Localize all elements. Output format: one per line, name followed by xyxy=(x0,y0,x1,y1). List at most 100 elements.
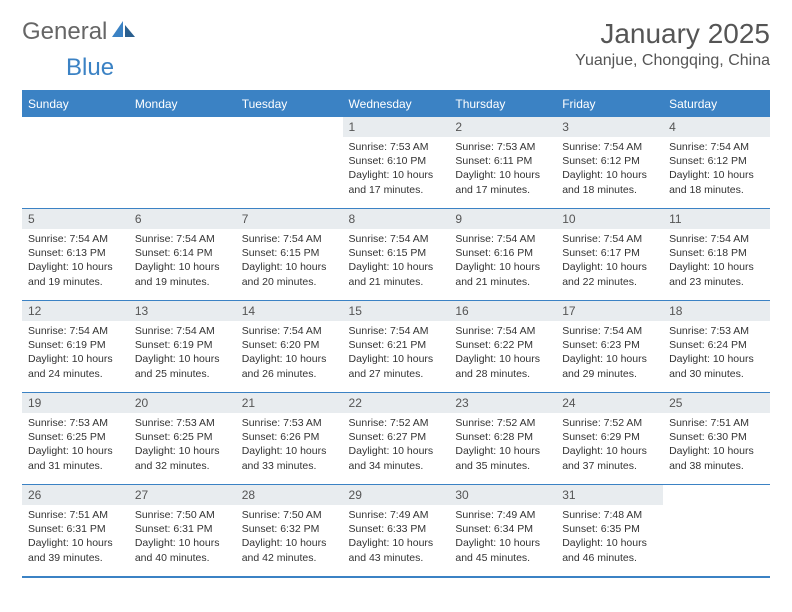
day-details: Sunrise: 7:51 AMSunset: 6:31 PMDaylight:… xyxy=(22,505,129,569)
sunrise-label: Sunrise: xyxy=(349,233,390,245)
calendar-cell: 4Sunrise: 7:54 AMSunset: 6:12 PMDaylight… xyxy=(663,117,770,209)
day-number: 13 xyxy=(129,301,236,321)
sunrise-value: 7:51 AM xyxy=(711,417,750,429)
calendar-cell: 27Sunrise: 7:50 AMSunset: 6:31 PMDayligh… xyxy=(129,485,236,577)
sunset-label: Sunset: xyxy=(669,431,708,443)
sunrise-value: 7:53 AM xyxy=(390,141,429,153)
logo-sail-icon xyxy=(111,19,137,46)
calendar-cell: .. xyxy=(129,117,236,209)
calendar-cell: 18Sunrise: 7:53 AMSunset: 6:24 PMDayligh… xyxy=(663,301,770,393)
day-number: 16 xyxy=(449,301,556,321)
sunset-value: 6:15 PM xyxy=(280,247,319,259)
sunset-label: Sunset: xyxy=(562,339,601,351)
sunset-value: 6:22 PM xyxy=(494,339,533,351)
calendar-cell: 9Sunrise: 7:54 AMSunset: 6:16 PMDaylight… xyxy=(449,209,556,301)
sunrise-value: 7:54 AM xyxy=(283,325,322,337)
sunrise-label: Sunrise: xyxy=(28,233,69,245)
daylight-label: Daylight: xyxy=(562,169,606,181)
calendar-cell: 11Sunrise: 7:54 AMSunset: 6:18 PMDayligh… xyxy=(663,209,770,301)
calendar-row: 12Sunrise: 7:54 AMSunset: 6:19 PMDayligh… xyxy=(22,301,770,393)
day-details: Sunrise: 7:49 AMSunset: 6:34 PMDaylight:… xyxy=(449,505,556,569)
day-number: 2 xyxy=(449,117,556,137)
sunset-label: Sunset: xyxy=(455,523,494,535)
sunrise-label: Sunrise: xyxy=(349,509,390,521)
day-details: Sunrise: 7:54 AMSunset: 6:16 PMDaylight:… xyxy=(449,229,556,293)
day-number: 26 xyxy=(22,485,129,505)
day-number: 21 xyxy=(236,393,343,413)
sunrise-value: 7:54 AM xyxy=(497,233,536,245)
day-number: 18 xyxy=(663,301,770,321)
weekday-wednesday: Wednesday xyxy=(343,91,450,117)
sunrise-label: Sunrise: xyxy=(242,233,283,245)
daylight-label: Daylight: xyxy=(562,353,606,365)
sunset-label: Sunset: xyxy=(562,247,601,259)
calendar-cell: 16Sunrise: 7:54 AMSunset: 6:22 PMDayligh… xyxy=(449,301,556,393)
sunset-value: 6:25 PM xyxy=(67,431,106,443)
sunset-value: 6:19 PM xyxy=(67,339,106,351)
day-number: 15 xyxy=(343,301,450,321)
calendar-cell: .. xyxy=(236,117,343,209)
sunset-label: Sunset: xyxy=(28,247,67,259)
sunrise-label: Sunrise: xyxy=(349,325,390,337)
sunset-value: 6:20 PM xyxy=(280,339,319,351)
calendar-cell: 8Sunrise: 7:54 AMSunset: 6:15 PMDaylight… xyxy=(343,209,450,301)
day-details: Sunrise: 7:54 AMSunset: 6:20 PMDaylight:… xyxy=(236,321,343,385)
daylight-label: Daylight: xyxy=(28,353,72,365)
calendar-cell: 24Sunrise: 7:52 AMSunset: 6:29 PMDayligh… xyxy=(556,393,663,485)
weekday-sunday: Sunday xyxy=(22,91,129,117)
sunset-label: Sunset: xyxy=(135,431,174,443)
day-number: 4 xyxy=(663,117,770,137)
sunset-label: Sunset: xyxy=(669,247,708,259)
calendar-cell: 26Sunrise: 7:51 AMSunset: 6:31 PMDayligh… xyxy=(22,485,129,577)
sunrise-value: 7:54 AM xyxy=(711,233,750,245)
day-number: 19 xyxy=(22,393,129,413)
sunrise-value: 7:54 AM xyxy=(604,233,643,245)
sunset-value: 6:31 PM xyxy=(173,523,212,535)
calendar-cell: 15Sunrise: 7:54 AMSunset: 6:21 PMDayligh… xyxy=(343,301,450,393)
day-details: Sunrise: 7:49 AMSunset: 6:33 PMDaylight:… xyxy=(343,505,450,569)
day-details: Sunrise: 7:54 AMSunset: 6:23 PMDaylight:… xyxy=(556,321,663,385)
calendar-cell: 17Sunrise: 7:54 AMSunset: 6:23 PMDayligh… xyxy=(556,301,663,393)
sunset-label: Sunset: xyxy=(28,431,67,443)
sunset-value: 6:26 PM xyxy=(280,431,319,443)
calendar-cell: 1Sunrise: 7:53 AMSunset: 6:10 PMDaylight… xyxy=(343,117,450,209)
calendar-cell: 7Sunrise: 7:54 AMSunset: 6:15 PMDaylight… xyxy=(236,209,343,301)
calendar-cell: .. xyxy=(663,485,770,577)
sunset-label: Sunset: xyxy=(455,339,494,351)
daylight-label: Daylight: xyxy=(135,261,179,273)
day-number: 23 xyxy=(449,393,556,413)
sunrise-value: 7:53 AM xyxy=(497,141,536,153)
sunset-label: Sunset: xyxy=(562,523,601,535)
sunrise-label: Sunrise: xyxy=(28,417,69,429)
sunset-label: Sunset: xyxy=(28,339,67,351)
sunset-label: Sunset: xyxy=(455,247,494,259)
calendar-cell: 6Sunrise: 7:54 AMSunset: 6:14 PMDaylight… xyxy=(129,209,236,301)
day-details: Sunrise: 7:54 AMSunset: 6:21 PMDaylight:… xyxy=(343,321,450,385)
daylight-label: Daylight: xyxy=(242,445,286,457)
sunrise-label: Sunrise: xyxy=(349,141,390,153)
sunrise-value: 7:54 AM xyxy=(176,325,215,337)
sunrise-value: 7:50 AM xyxy=(283,509,322,521)
sunrise-label: Sunrise: xyxy=(669,325,710,337)
daylight-label: Daylight: xyxy=(242,353,286,365)
sunrise-value: 7:51 AM xyxy=(69,509,108,521)
daylight-label: Daylight: xyxy=(455,169,499,181)
calendar-cell: 19Sunrise: 7:53 AMSunset: 6:25 PMDayligh… xyxy=(22,393,129,485)
daylight-label: Daylight: xyxy=(28,445,72,457)
day-number: 8 xyxy=(343,209,450,229)
calendar-cell: 25Sunrise: 7:51 AMSunset: 6:30 PMDayligh… xyxy=(663,393,770,485)
sunrise-label: Sunrise: xyxy=(455,141,496,153)
day-details: Sunrise: 7:54 AMSunset: 6:15 PMDaylight:… xyxy=(343,229,450,293)
sunset-value: 6:16 PM xyxy=(494,247,533,259)
calendar-cell: 29Sunrise: 7:49 AMSunset: 6:33 PMDayligh… xyxy=(343,485,450,577)
sunset-value: 6:27 PM xyxy=(387,431,426,443)
sunset-value: 6:15 PM xyxy=(387,247,426,259)
daylight-label: Daylight: xyxy=(349,353,393,365)
sunset-value: 6:34 PM xyxy=(494,523,533,535)
sunset-value: 6:14 PM xyxy=(173,247,212,259)
sunset-label: Sunset: xyxy=(349,247,388,259)
sunrise-value: 7:54 AM xyxy=(283,233,322,245)
sunrise-value: 7:54 AM xyxy=(176,233,215,245)
location: Yuanjue, Chongqing, China xyxy=(575,52,770,70)
calendar-cell: .. xyxy=(22,117,129,209)
